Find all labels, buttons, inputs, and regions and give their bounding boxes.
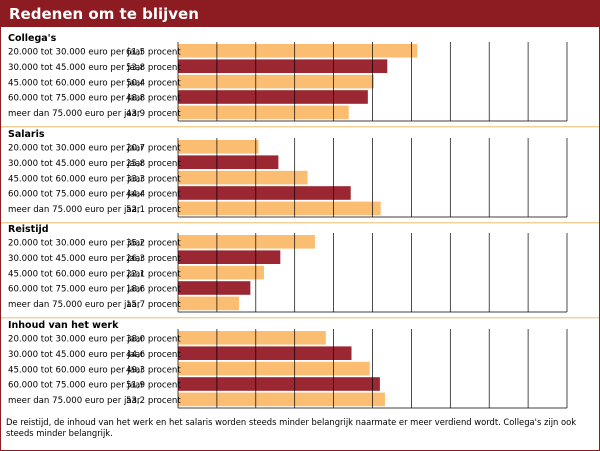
bar xyxy=(178,392,385,407)
row-label: 45.000 tot 60.000 euro per jaar xyxy=(8,78,144,88)
row-label: 30.000 tot 45.000 euro per jaar xyxy=(8,159,144,169)
bar xyxy=(178,90,368,104)
bar xyxy=(178,281,251,295)
row-label: 30.000 tot 45.000 euro per jaar xyxy=(8,254,144,264)
bar xyxy=(178,361,370,376)
row-value: 26,3 procent xyxy=(126,254,181,264)
bar xyxy=(178,74,375,89)
bar-chart: Collega's 20.000 tot 30.000 euro per jaar… xyxy=(1,33,599,409)
row-label: 30.000 tot 45.000 euro per jaar xyxy=(8,63,144,73)
row-value: 15,7 procent xyxy=(126,300,181,310)
bar xyxy=(178,201,381,216)
row-label: 20.000 tot 30.000 euro per jaar xyxy=(8,239,144,249)
row-label: 60.000 tot 75.000 euro per jaar xyxy=(8,381,144,391)
bar xyxy=(178,140,259,154)
title-bar: Redenen om te blijven xyxy=(1,1,599,27)
row-label: 60.000 tot 75.000 euro per jaar xyxy=(8,190,144,200)
row-label: 45.000 tot 60.000 euro per jaar xyxy=(8,174,144,184)
section-title: Reistijd xyxy=(8,224,49,235)
section-separator xyxy=(1,317,599,319)
row-label: 45.000 tot 60.000 euro per jaar xyxy=(8,365,144,375)
row-label: meer dan 75.000 euro per jaar xyxy=(8,109,141,119)
section-title: Salaris xyxy=(8,129,45,140)
row-value: 38,0 procent xyxy=(126,335,181,345)
bar xyxy=(178,235,315,249)
row-value: 53,2 procent xyxy=(126,396,181,406)
row-value: 61,5 procent xyxy=(126,48,181,58)
row-value: 50,4 procent xyxy=(126,78,181,88)
row-value: 33,3 procent xyxy=(126,174,181,184)
bar xyxy=(178,265,264,280)
row-label: 20.000 tot 30.000 euro per jaar xyxy=(8,144,144,154)
bar xyxy=(178,155,279,169)
bar xyxy=(178,250,281,264)
row-value: 35,2 procent xyxy=(126,239,181,249)
section-separator xyxy=(1,222,599,224)
bar xyxy=(178,170,308,185)
row-value: 53,8 procent xyxy=(126,63,181,73)
row-label: 20.000 tot 30.000 euro per jaar xyxy=(8,48,144,58)
bar xyxy=(178,377,380,391)
row-value: 25,8 procent xyxy=(126,159,181,169)
chart-title: Redenen om te blijven xyxy=(9,5,199,23)
row-value: 20,7 procent xyxy=(126,144,181,154)
row-value: 18,6 procent xyxy=(126,285,181,295)
row-value: 51,9 procent xyxy=(126,381,181,391)
row-label: meer dan 75.000 euro per jaar xyxy=(8,300,141,310)
bar xyxy=(178,59,388,73)
section-separator xyxy=(1,126,599,128)
row-value: 44,4 procent xyxy=(126,190,181,200)
row-label: 60.000 tot 75.000 euro per jaar xyxy=(8,94,144,104)
bar xyxy=(178,331,326,345)
row-value: 43,9 procent xyxy=(126,109,181,119)
row-label: 60.000 tot 75.000 euro per jaar xyxy=(8,285,144,295)
footnote: De reistijd, de inhoud van het werk en h… xyxy=(6,417,577,438)
section-title: Collega's xyxy=(8,33,57,44)
bar xyxy=(178,44,418,58)
bar xyxy=(178,296,240,311)
row-value: 52,1 procent xyxy=(126,205,181,215)
row-label: meer dan 75.000 euro per jaar xyxy=(8,205,141,215)
row-value: 49,3 procent xyxy=(126,365,181,375)
bar xyxy=(178,186,351,200)
bar xyxy=(178,105,349,120)
row-label: meer dan 75.000 euro per jaar xyxy=(8,396,141,406)
row-value: 48,8 procent xyxy=(126,94,181,104)
row-label: 45.000 tot 60.000 euro per jaar xyxy=(8,269,144,279)
row-value: 44,6 procent xyxy=(126,350,181,360)
bar xyxy=(178,346,352,360)
row-label: 30.000 tot 45.000 euro per jaar xyxy=(8,350,144,360)
row-value: 22,1 procent xyxy=(126,269,181,279)
row-label: 20.000 tot 30.000 euro per jaar xyxy=(8,335,144,345)
section-title: Inhoud van het werk xyxy=(8,320,119,331)
